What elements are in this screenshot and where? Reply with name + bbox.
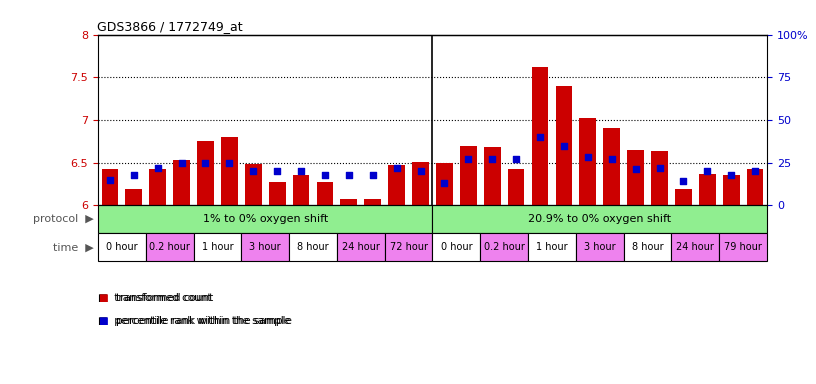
Bar — [623, 233, 672, 261]
Bar — [432, 205, 767, 233]
Text: ■: ■ — [98, 293, 108, 303]
Bar — [293, 175, 309, 205]
Bar — [245, 164, 262, 205]
Point — [701, 168, 714, 174]
Point — [414, 168, 427, 174]
Text: 1 hour: 1 hour — [536, 242, 568, 252]
Text: ■  percentile rank within the sample: ■ percentile rank within the sample — [98, 316, 290, 326]
Text: 24 hour: 24 hour — [676, 242, 714, 252]
Point — [318, 172, 331, 178]
Point — [462, 156, 475, 162]
Bar — [528, 233, 576, 261]
Point — [199, 159, 212, 166]
Bar — [579, 118, 596, 205]
Text: 8 hour: 8 hour — [297, 242, 329, 252]
Bar — [197, 141, 214, 205]
Text: 0.2 hour: 0.2 hour — [149, 242, 190, 252]
Point — [343, 172, 356, 178]
Bar — [221, 137, 237, 205]
Point — [557, 142, 570, 149]
Bar — [436, 162, 453, 205]
Point — [366, 172, 379, 178]
Bar — [98, 233, 146, 261]
Point — [223, 159, 236, 166]
Text: 8 hour: 8 hour — [632, 242, 663, 252]
Bar — [628, 150, 644, 205]
Text: 20.9% to 0% oxygen shift: 20.9% to 0% oxygen shift — [528, 214, 672, 224]
Bar — [317, 182, 333, 205]
Bar — [576, 233, 623, 261]
Bar — [481, 233, 528, 261]
Bar — [193, 233, 242, 261]
Text: 3 hour: 3 hour — [584, 242, 615, 252]
Bar — [556, 86, 572, 205]
Point — [509, 156, 522, 162]
Point — [653, 165, 666, 171]
Point — [581, 154, 594, 161]
Point — [104, 177, 117, 183]
Point — [175, 159, 188, 166]
Text: time  ▶: time ▶ — [53, 242, 94, 252]
Text: 3 hour: 3 hour — [250, 242, 281, 252]
Text: ■: ■ — [98, 316, 108, 326]
Text: 1% to 0% oxygen shift: 1% to 0% oxygen shift — [202, 214, 328, 224]
Bar — [340, 199, 357, 205]
Bar — [126, 189, 142, 205]
Text: protocol  ▶: protocol ▶ — [33, 214, 94, 224]
Bar — [484, 147, 500, 205]
Point — [127, 172, 140, 178]
Text: ■  transformed count: ■ transformed count — [98, 293, 211, 303]
Text: 79 hour: 79 hour — [725, 242, 762, 252]
Bar — [699, 174, 716, 205]
Bar — [412, 162, 429, 205]
Point — [605, 156, 619, 162]
Point — [390, 165, 403, 171]
Text: 0 hour: 0 hour — [441, 242, 472, 252]
Text: 0.2 hour: 0.2 hour — [484, 242, 525, 252]
Bar — [460, 146, 477, 205]
Text: 0 hour: 0 hour — [106, 242, 138, 252]
Text: transformed count: transformed count — [116, 293, 213, 303]
Bar — [289, 233, 337, 261]
Point — [151, 165, 164, 171]
Bar — [98, 205, 432, 233]
Bar — [242, 233, 289, 261]
Text: 1 hour: 1 hour — [202, 242, 233, 252]
Point — [246, 168, 259, 174]
Point — [748, 168, 761, 174]
Text: percentile rank within the sample: percentile rank within the sample — [116, 316, 292, 326]
Text: 24 hour: 24 hour — [342, 242, 379, 252]
Bar — [432, 233, 481, 261]
Bar — [747, 169, 764, 205]
Bar — [532, 67, 548, 205]
Point — [271, 168, 284, 174]
Bar — [508, 169, 525, 205]
Bar — [365, 199, 381, 205]
Bar — [603, 128, 620, 205]
Point — [295, 168, 308, 174]
Bar — [384, 233, 432, 261]
Bar — [268, 182, 286, 205]
Bar — [149, 169, 166, 205]
Bar — [337, 233, 384, 261]
Point — [676, 178, 690, 184]
Text: 72 hour: 72 hour — [389, 242, 428, 252]
Point — [725, 172, 738, 178]
Bar — [173, 160, 190, 205]
Bar — [719, 233, 767, 261]
Bar — [146, 233, 193, 261]
Point — [534, 134, 547, 140]
Point — [629, 166, 642, 172]
Point — [438, 180, 451, 186]
Point — [486, 156, 499, 162]
Bar — [675, 189, 692, 205]
Bar — [672, 233, 719, 261]
Text: GDS3866 / 1772749_at: GDS3866 / 1772749_at — [97, 20, 243, 33]
Bar — [723, 175, 739, 205]
Bar — [651, 151, 667, 205]
Bar — [101, 169, 118, 205]
Bar — [388, 165, 405, 205]
